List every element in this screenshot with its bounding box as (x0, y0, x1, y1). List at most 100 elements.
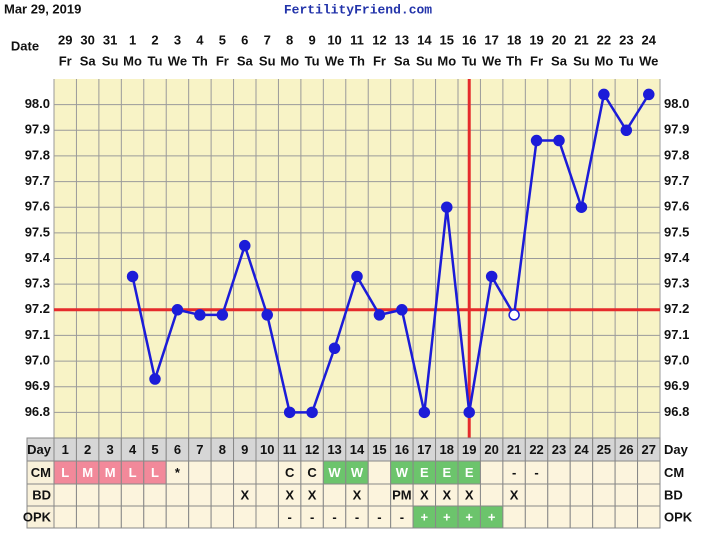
table-cell (188, 460, 212, 485)
date-label: 17 (484, 32, 498, 47)
weekday-label: Su (573, 53, 590, 68)
cell-text: 8 (219, 442, 226, 457)
y-tick-label-right: 97.8 (664, 147, 689, 162)
table-cell (592, 505, 616, 529)
cell-text: - (355, 509, 359, 524)
cell-text: L (151, 465, 159, 480)
table-cell (569, 460, 594, 485)
weekday-label: Tu (619, 53, 634, 68)
temp-point (171, 304, 184, 316)
weekday-label: Su (416, 53, 433, 68)
date-label: 12 (372, 32, 386, 47)
date-label: 21 (574, 32, 588, 47)
cell-text: + (443, 509, 451, 524)
temp-point (643, 88, 655, 101)
table-cell (188, 505, 212, 529)
cell-text: 20 (484, 442, 498, 457)
date-label: 22 (597, 32, 611, 47)
cell-text: 10 (260, 442, 274, 457)
y-tick-label-right: 97.1 (664, 327, 689, 342)
weekday-label: We (482, 53, 501, 68)
row-label: OPK (23, 509, 52, 524)
cell-text: 26 (619, 442, 633, 457)
cell-text: 4 (129, 442, 137, 457)
weekday-label: Sa (394, 53, 411, 68)
date-label: 20 (552, 32, 566, 47)
table-cell (547, 483, 571, 507)
weekday-label: Fr (59, 53, 72, 68)
y-tick-label-right: 97.7 (664, 173, 689, 188)
table-cell (255, 505, 279, 529)
cell-text: - (377, 509, 381, 524)
row-label: Day (27, 442, 52, 457)
cell-text: 22 (529, 442, 543, 457)
table-cell (143, 483, 167, 507)
table-cell (524, 483, 549, 507)
table-cell (98, 505, 122, 529)
table-cell (614, 483, 639, 507)
y-tick-label: 96.8 (25, 404, 50, 419)
cell-text: 6 (174, 442, 181, 457)
cell-text: 3 (106, 442, 113, 457)
cell-text: M (105, 465, 116, 480)
date-label: 2 (151, 32, 158, 47)
table-cell (53, 483, 77, 507)
date-label: 24 (642, 32, 657, 47)
table-cell (120, 505, 145, 529)
site-name: FertilityFriend.com (284, 2, 432, 17)
date-label: 15 (440, 32, 454, 47)
date-label: 5 (219, 32, 226, 47)
table-cell (53, 505, 77, 529)
temp-point (239, 239, 251, 252)
date-label: 11 (350, 32, 364, 47)
table-cell (479, 483, 504, 507)
table-cell (143, 505, 167, 529)
date-label: 30 (80, 32, 94, 47)
row-label: BD (32, 487, 51, 502)
temp-point (351, 270, 363, 283)
cell-text: X (308, 487, 317, 502)
table-cell (255, 483, 279, 507)
temp-point (396, 304, 408, 316)
cell-text: X (285, 487, 294, 502)
table-cell (98, 483, 122, 507)
weekday-label: Su (259, 53, 276, 68)
table-cell (367, 483, 392, 507)
table-cell (120, 483, 145, 507)
cell-text: 21 (507, 442, 521, 457)
y-tick-label-right: 97.4 (664, 250, 690, 265)
temp-point (126, 270, 139, 283)
cell-text: - (287, 509, 291, 524)
table-cell (210, 505, 235, 529)
table-cell (322, 483, 347, 507)
weekday-label: Mo (594, 53, 613, 68)
date-label: 29 (58, 32, 72, 47)
table-cell (75, 483, 100, 507)
cell-text: 5 (151, 442, 158, 457)
table-cell (547, 505, 571, 529)
cell-text: W (396, 465, 409, 480)
weekday-label: Th (192, 53, 208, 68)
y-tick-label-right: 98.0 (664, 96, 689, 111)
temp-point (508, 309, 520, 321)
weekday-label: Fr (373, 53, 386, 68)
temp-point (553, 134, 565, 147)
cell-text: X (465, 487, 474, 502)
table-cell (367, 460, 392, 485)
cell-text: 23 (552, 442, 566, 457)
y-tick-label: 97.3 (25, 276, 50, 291)
y-tick-label: 97.5 (25, 224, 50, 239)
y-tick-label-right: 96.8 (664, 404, 689, 419)
cell-text: 16 (395, 442, 409, 457)
temp-point (306, 406, 318, 419)
cell-text: E (442, 465, 451, 480)
cell-text: - (332, 509, 336, 524)
temp-point (194, 309, 206, 321)
y-tick-label-right: 97.3 (664, 276, 689, 291)
table-cell (165, 483, 190, 507)
temp-point (485, 270, 498, 283)
date-label: 1 (129, 32, 136, 47)
y-tick-label: 97.4 (25, 250, 51, 265)
cell-text: 19 (462, 442, 476, 457)
cell-text: L (129, 465, 137, 480)
